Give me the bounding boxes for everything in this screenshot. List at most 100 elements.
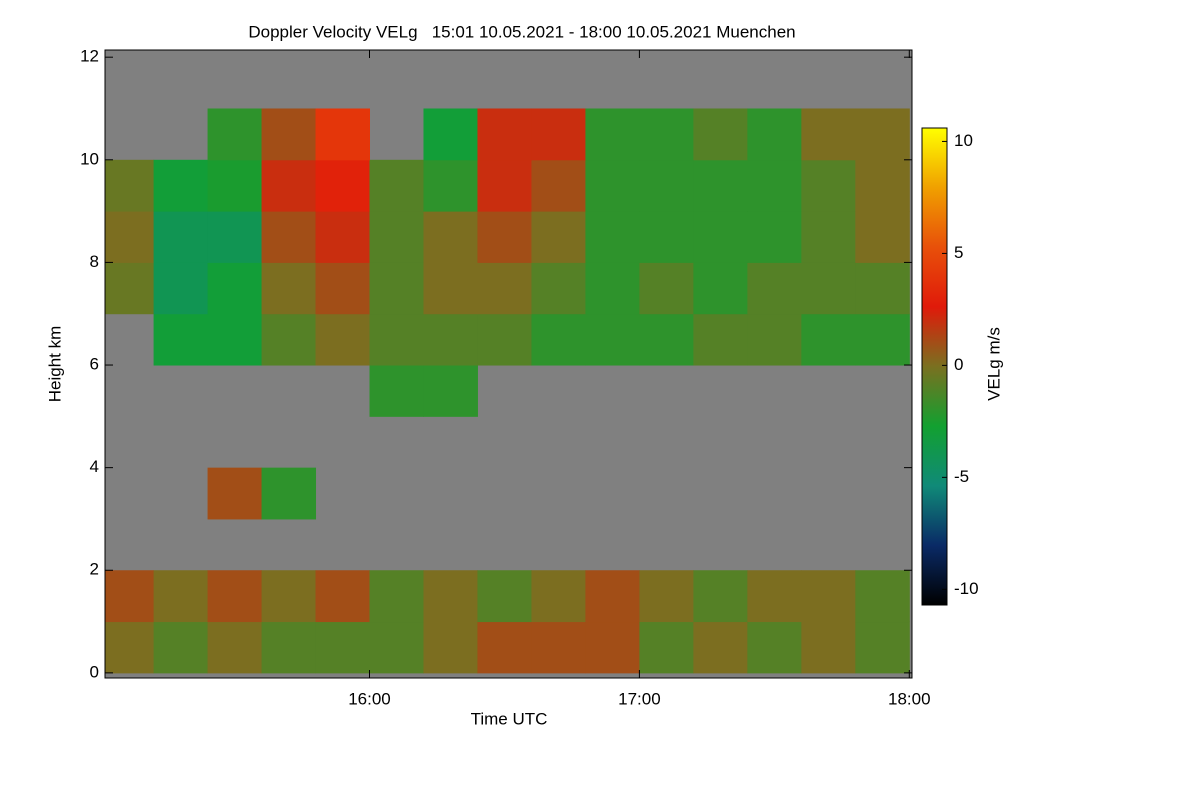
heatmap-cell — [531, 313, 586, 366]
heatmap-cell — [477, 262, 532, 315]
heatmap-cell — [369, 570, 424, 623]
heatmap-cell — [585, 211, 640, 263]
heatmap-cell — [423, 313, 478, 366]
heatmap-cell — [315, 570, 371, 623]
heatmap-cell — [531, 108, 586, 161]
heatmap-cell — [423, 570, 478, 623]
heatmap-cell — [153, 159, 209, 212]
heatmap-cell — [639, 262, 694, 315]
heatmap-cell — [531, 211, 586, 263]
heatmap-cell — [477, 159, 532, 212]
heatmap-cell — [747, 108, 802, 161]
heatmap-cell — [693, 570, 748, 623]
heatmap-cell — [153, 621, 209, 674]
heatmap-cell — [747, 262, 802, 315]
heatmap-cell — [477, 621, 532, 674]
heatmap-cell — [261, 211, 317, 263]
y-tick-label: 10 — [80, 149, 99, 168]
heatmap-cell — [531, 262, 586, 315]
heatmap-cell — [855, 159, 910, 212]
heatmap-cell — [423, 365, 478, 417]
heatmap-cell — [747, 570, 802, 623]
heatmap-cell — [693, 313, 748, 366]
heatmap-cell — [531, 621, 586, 674]
heatmap-cell — [585, 108, 640, 161]
heatmap-cell — [369, 159, 424, 212]
heatmap-cell — [585, 570, 640, 623]
heatmap-cell — [477, 313, 532, 366]
colorbar-tick-label: 10 — [954, 131, 973, 150]
y-tick-label: 4 — [90, 457, 99, 476]
colorbar — [921, 127, 948, 606]
heatmap-cell — [639, 211, 694, 263]
heatmap-cell — [855, 570, 910, 623]
heatmap-cell — [477, 108, 532, 161]
heatmap-cell — [207, 621, 263, 674]
heatmap-cell — [639, 621, 694, 674]
heatmap-cell — [693, 108, 748, 161]
heatmap-cell — [531, 159, 586, 212]
heatmap-cell — [531, 570, 586, 623]
heatmap-cell — [207, 108, 263, 161]
heatmap-cell — [639, 313, 694, 366]
y-tick-label: 2 — [90, 560, 99, 579]
heatmap-cell — [747, 621, 802, 674]
y-tick-label: 12 — [80, 47, 99, 66]
heatmap-cell — [855, 262, 910, 315]
heatmap-cell — [423, 159, 478, 212]
heatmap-cell — [105, 621, 155, 674]
heatmap-cell — [369, 621, 424, 674]
heatmap-cell — [585, 262, 640, 315]
y-tick-label: 6 — [90, 355, 99, 374]
heatmap-cell — [207, 570, 263, 623]
colorbar-tick-label: -10 — [954, 579, 979, 598]
heatmap-cell — [801, 621, 856, 674]
heatmap-cell — [801, 262, 856, 315]
heatmap-cell — [639, 159, 694, 212]
heatmap-cell — [261, 159, 317, 212]
plot-frame — [104, 49, 913, 679]
heatmap-cell — [105, 570, 155, 623]
heatmap-cell — [207, 313, 263, 366]
heatmap-cell — [153, 313, 209, 366]
heatmap-cell — [477, 570, 532, 623]
heatmap-cell — [801, 570, 856, 623]
x-axis-label: Time UTC — [471, 709, 548, 728]
heatmap — [105, 50, 912, 678]
heatmap-cell — [693, 211, 748, 263]
heatmap-cell — [801, 159, 856, 212]
heatmap-cell — [423, 108, 478, 161]
heatmap-cell — [585, 159, 640, 212]
heatmap-cell — [801, 211, 856, 263]
heatmap-cell — [261, 108, 317, 161]
x-tick-label: 16:00 — [348, 689, 391, 708]
heatmap-cell — [585, 621, 640, 674]
heatmap-cell — [105, 211, 155, 263]
heatmap-cell — [693, 159, 748, 212]
heatmap-cell — [105, 159, 155, 212]
heatmap-cell — [369, 365, 424, 417]
y-tick-label: 8 — [90, 252, 99, 271]
y-axis-label: Height km — [45, 326, 64, 403]
heatmap-cell — [153, 570, 209, 623]
heatmap-cell — [423, 621, 478, 674]
heatmap-cell — [261, 570, 317, 623]
heatmap-cell — [105, 262, 155, 315]
heatmap-cell — [747, 313, 802, 366]
heatmap-cell — [261, 621, 317, 674]
heatmap-cell — [315, 211, 371, 263]
heatmap-cell — [261, 262, 317, 315]
heatmap-cell — [369, 211, 424, 263]
colorbar-tick-label: 0 — [954, 355, 963, 374]
heatmap-cell — [639, 570, 694, 623]
heatmap-cell — [207, 262, 263, 315]
colorbar-label: VELg m/s — [984, 327, 1003, 401]
heatmap-cell — [315, 313, 371, 366]
heatmap-cell — [747, 159, 802, 212]
heatmap-cell — [855, 108, 910, 161]
x-tick-label: 17:00 — [618, 689, 661, 708]
heatmap-cell — [207, 467, 263, 520]
chart-title: Doppler Velocity VELg 15:01 10.05.2021 -… — [248, 22, 795, 41]
heatmap-cell — [207, 159, 263, 212]
